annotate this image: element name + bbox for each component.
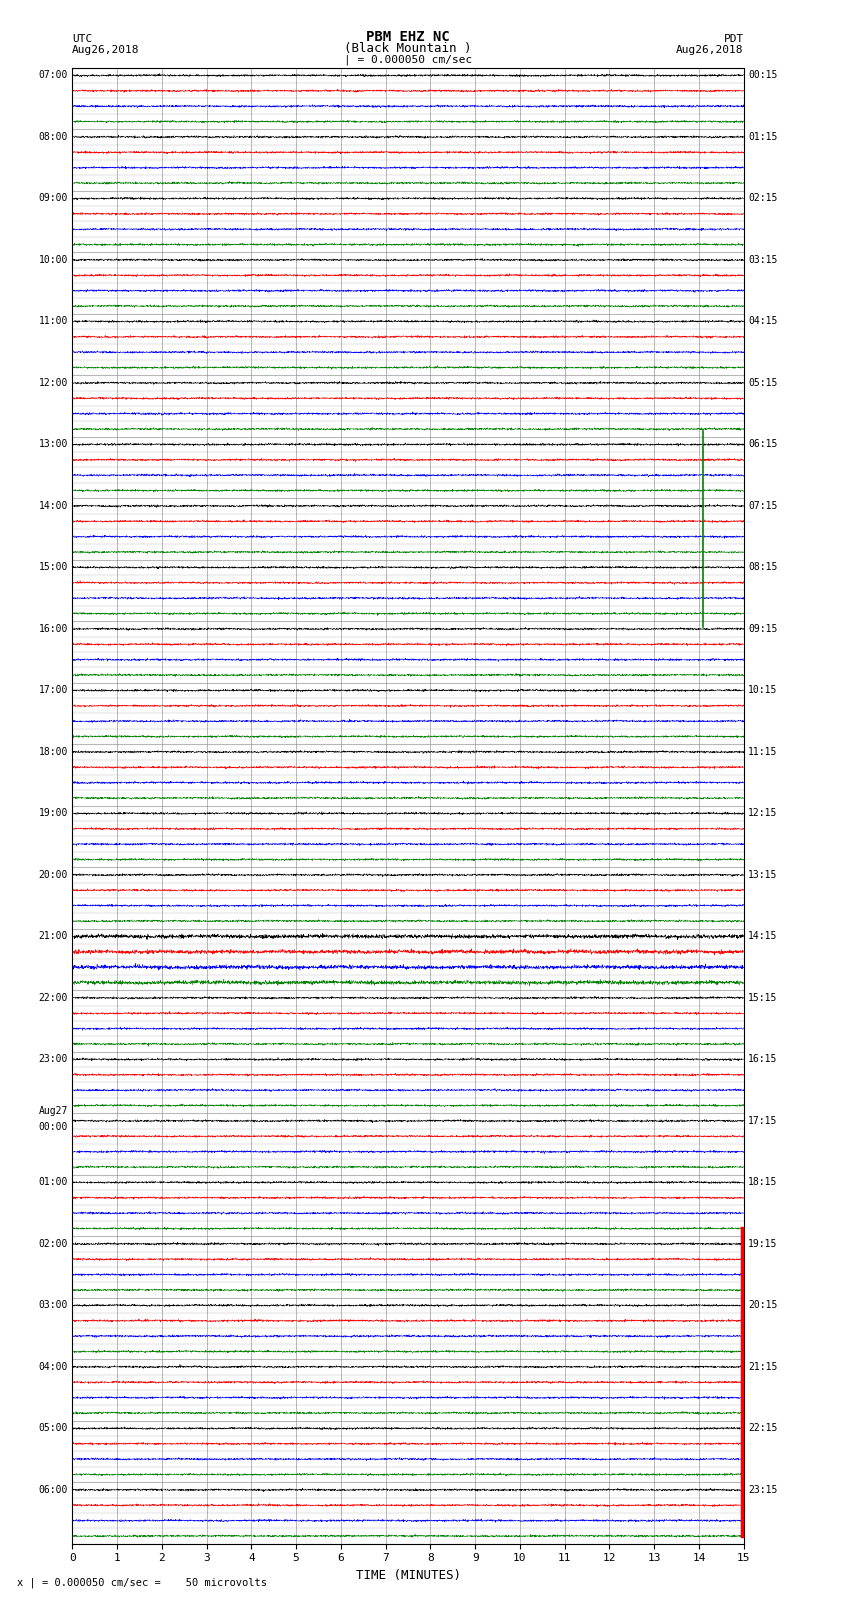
Text: 06:15: 06:15 [748, 439, 778, 450]
Text: 02:00: 02:00 [38, 1239, 68, 1248]
Text: 09:00: 09:00 [38, 194, 68, 203]
Text: | = 0.000050 cm/sec: | = 0.000050 cm/sec [344, 53, 472, 65]
Text: (Black Mountain ): (Black Mountain ) [344, 42, 472, 55]
X-axis label: TIME (MINUTES): TIME (MINUTES) [355, 1569, 461, 1582]
Text: UTC: UTC [72, 34, 93, 44]
Text: 03:15: 03:15 [748, 255, 778, 265]
Text: 20:15: 20:15 [748, 1300, 778, 1310]
Text: 20:00: 20:00 [38, 869, 68, 879]
Text: 21:00: 21:00 [38, 931, 68, 942]
Text: 17:00: 17:00 [38, 686, 68, 695]
Text: 07:15: 07:15 [748, 502, 778, 511]
Text: 10:15: 10:15 [748, 686, 778, 695]
Text: Aug26,2018: Aug26,2018 [72, 45, 139, 55]
Text: 07:00: 07:00 [38, 71, 68, 81]
Text: 10:00: 10:00 [38, 255, 68, 265]
Text: 02:15: 02:15 [748, 194, 778, 203]
Text: 18:15: 18:15 [748, 1177, 778, 1187]
Text: 00:00: 00:00 [38, 1123, 68, 1132]
Text: 19:00: 19:00 [38, 808, 68, 818]
Text: 13:00: 13:00 [38, 439, 68, 450]
Text: 14:00: 14:00 [38, 502, 68, 511]
Text: Aug26,2018: Aug26,2018 [677, 45, 744, 55]
Text: 04:00: 04:00 [38, 1361, 68, 1371]
Text: 23:00: 23:00 [38, 1055, 68, 1065]
Text: 22:00: 22:00 [38, 994, 68, 1003]
Text: 11:00: 11:00 [38, 316, 68, 326]
Text: 09:15: 09:15 [748, 624, 778, 634]
Text: 04:15: 04:15 [748, 316, 778, 326]
Text: 11:15: 11:15 [748, 747, 778, 756]
Text: 06:00: 06:00 [38, 1486, 68, 1495]
Text: 08:15: 08:15 [748, 563, 778, 573]
Text: 15:15: 15:15 [748, 994, 778, 1003]
Text: 15:00: 15:00 [38, 563, 68, 573]
Text: 01:15: 01:15 [748, 132, 778, 142]
Text: 22:15: 22:15 [748, 1423, 778, 1434]
Text: 13:15: 13:15 [748, 869, 778, 879]
Text: 12:15: 12:15 [748, 808, 778, 818]
Text: 12:00: 12:00 [38, 377, 68, 387]
Text: 14:15: 14:15 [748, 931, 778, 942]
Text: 00:15: 00:15 [748, 71, 778, 81]
Text: 17:15: 17:15 [748, 1116, 778, 1126]
Text: 16:15: 16:15 [748, 1055, 778, 1065]
Text: Aug27: Aug27 [38, 1107, 68, 1116]
Text: PBM EHZ NC: PBM EHZ NC [366, 31, 450, 44]
Text: PDT: PDT [723, 34, 744, 44]
Text: 21:15: 21:15 [748, 1361, 778, 1371]
Text: 19:15: 19:15 [748, 1239, 778, 1248]
Text: 16:00: 16:00 [38, 624, 68, 634]
Text: 23:15: 23:15 [748, 1486, 778, 1495]
Text: 03:00: 03:00 [38, 1300, 68, 1310]
Text: 05:00: 05:00 [38, 1423, 68, 1434]
Text: 18:00: 18:00 [38, 747, 68, 756]
Text: 05:15: 05:15 [748, 377, 778, 387]
Text: 01:00: 01:00 [38, 1177, 68, 1187]
Text: x | = 0.000050 cm/sec =    50 microvolts: x | = 0.000050 cm/sec = 50 microvolts [17, 1578, 267, 1589]
Text: 08:00: 08:00 [38, 132, 68, 142]
